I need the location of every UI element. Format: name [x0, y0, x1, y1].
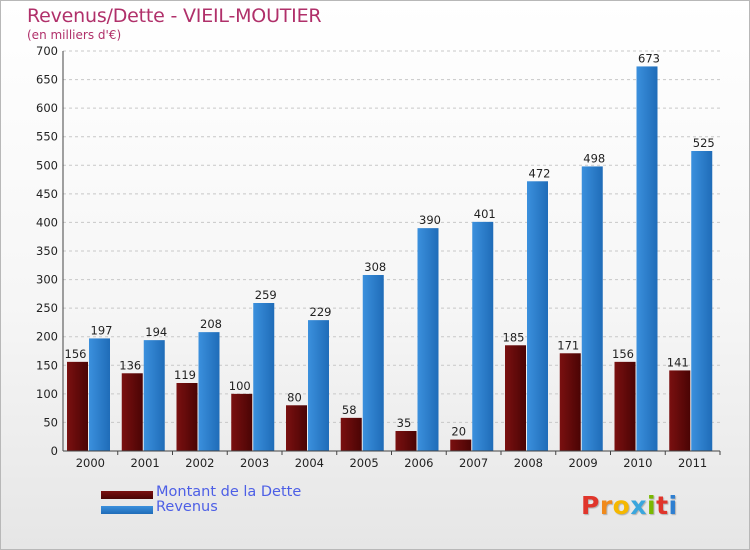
- proxiti-logo: Proxiti: [581, 491, 678, 520]
- bar-revenus: [581, 166, 603, 451]
- data-label-dette: 156: [612, 347, 634, 361]
- legend-label-revenus: Revenus: [156, 499, 218, 515]
- y-tick-label: 700: [36, 44, 58, 58]
- legend-label-dette: Montant de la Dette: [156, 484, 302, 500]
- x-tick-label: 2011: [678, 456, 707, 470]
- bar-dette: [340, 417, 362, 451]
- y-tick-label: 250: [36, 301, 58, 315]
- chart-title: Revenus/Dette - VIEIL-MOUTIER: [27, 5, 322, 27]
- data-label-dette: 20: [451, 425, 466, 439]
- y-tick-label: 600: [36, 101, 58, 115]
- x-tick-label: 2009: [568, 456, 597, 470]
- data-label-revenus: 472: [529, 166, 551, 180]
- bar-dette: [395, 431, 417, 451]
- bar-revenus: [417, 228, 439, 451]
- bar-revenus: [198, 332, 220, 451]
- data-label-revenus: 498: [583, 151, 605, 165]
- x-tick-label: 2010: [623, 456, 652, 470]
- bar-dette: [121, 373, 143, 451]
- x-tick-label: 2003: [240, 456, 269, 470]
- bar-dette: [669, 370, 691, 451]
- data-label-revenus: 208: [200, 317, 222, 331]
- x-tick-label: 2000: [76, 456, 105, 470]
- x-tick-label: 2007: [459, 456, 488, 470]
- bar-revenus: [308, 320, 329, 451]
- bar-dette: [559, 353, 581, 451]
- data-label-dette: 35: [397, 416, 412, 430]
- bar-dette: [231, 393, 253, 451]
- y-tick-label: 400: [36, 215, 58, 229]
- data-label-dette: 58: [342, 403, 357, 417]
- data-label-dette: 171: [557, 338, 579, 352]
- y-tick-label: 500: [36, 158, 58, 172]
- bar-revenus: [527, 181, 548, 452]
- legend-swatch-dette: [101, 491, 153, 499]
- x-tick-label: 2006: [404, 456, 433, 470]
- data-label-dette: 80: [287, 390, 302, 404]
- data-label-dette: 119: [174, 368, 196, 382]
- data-label-revenus: 673: [638, 51, 660, 65]
- data-label-revenus: 197: [91, 323, 113, 337]
- y-tick-label: 650: [36, 73, 58, 87]
- logo-letter: r: [599, 491, 613, 520]
- y-tick-label: 50: [43, 415, 58, 429]
- data-label-revenus: 259: [255, 288, 277, 302]
- data-label-revenus: 308: [364, 260, 386, 274]
- data-label-dette: 136: [119, 358, 141, 372]
- logo-letter: t: [656, 491, 669, 520]
- y-tick-label: 350: [36, 244, 58, 258]
- logo-letter: i: [668, 491, 678, 520]
- y-tick-label: 200: [36, 330, 58, 344]
- x-tick-label: 2008: [514, 456, 543, 470]
- bar-dette: [286, 405, 307, 451]
- legend-swatch-revenus: [101, 506, 153, 514]
- data-label-dette: 185: [503, 330, 525, 344]
- bar-revenus: [143, 340, 165, 451]
- bar-revenus: [636, 66, 658, 451]
- bar-revenus: [362, 275, 384, 451]
- data-label-revenus: 194: [145, 325, 167, 339]
- x-tick-label: 2005: [349, 456, 378, 470]
- data-label-revenus: 390: [419, 213, 441, 227]
- data-label-revenus: 525: [693, 136, 715, 150]
- y-tick-label: 300: [36, 273, 58, 287]
- bar-dette: [450, 439, 472, 451]
- logo-letter: o: [612, 491, 631, 520]
- bar-revenus: [89, 338, 110, 451]
- y-tick-label: 550: [36, 130, 58, 144]
- logo-letter: P: [581, 491, 600, 520]
- y-tick-label: 0: [51, 444, 58, 458]
- bar-revenus: [472, 221, 494, 451]
- logo-letter: i: [647, 491, 657, 520]
- bar-revenus: [253, 303, 275, 451]
- bar-revenus: [691, 151, 713, 451]
- data-label-revenus: 229: [310, 305, 332, 319]
- data-label-dette: 156: [65, 347, 87, 361]
- bar-dette: [67, 361, 88, 451]
- y-tick-label: 100: [36, 387, 58, 401]
- y-tick-label: 150: [36, 358, 58, 372]
- data-label-revenus: 401: [474, 207, 496, 221]
- x-tick-label: 2002: [185, 456, 214, 470]
- x-tick-label: 2004: [295, 456, 324, 470]
- bar-dette: [505, 345, 526, 451]
- x-tick-label: 2001: [130, 456, 159, 470]
- chart-subtitle: (en milliers d'€): [27, 28, 122, 42]
- bar-dette: [614, 361, 636, 451]
- logo-letter: x: [630, 491, 647, 520]
- data-label-dette: 141: [667, 355, 689, 369]
- data-label-dette: 100: [229, 379, 251, 393]
- y-tick-label: 450: [36, 187, 58, 201]
- bar-dette: [176, 383, 198, 451]
